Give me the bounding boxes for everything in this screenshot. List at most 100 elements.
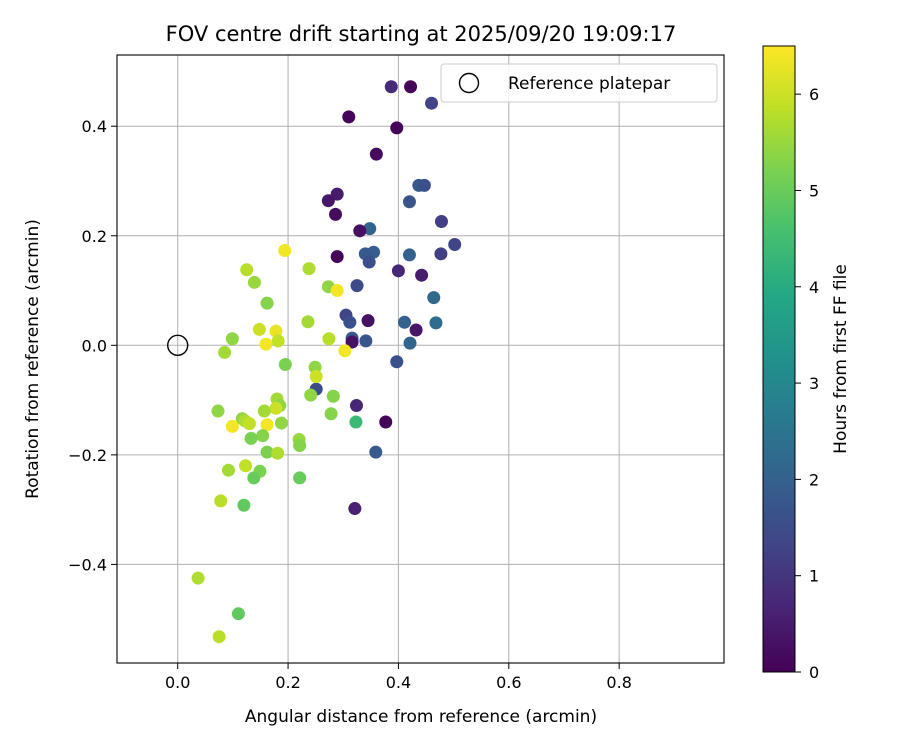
- colorbar-ticks: 0 1 2 3 4 5 6: [795, 85, 819, 682]
- scatter-point: [417, 178, 431, 192]
- colorbar-tick-label: 6: [809, 85, 819, 104]
- scatter-point: [403, 336, 417, 350]
- scatter-point: [379, 415, 393, 429]
- scatter-point: [293, 471, 307, 485]
- scatter-point: [330, 284, 344, 298]
- scatter-point: [338, 344, 352, 358]
- scatter-point: [322, 332, 336, 346]
- y-tick-label: 0.2: [82, 227, 107, 246]
- scatter-point: [321, 194, 335, 208]
- scatter-point: [427, 291, 441, 305]
- scatter-point: [342, 110, 356, 124]
- scatter-point: [256, 429, 270, 443]
- scatter-point: [448, 238, 462, 252]
- scatter-point: [415, 268, 429, 282]
- scatter-point: [353, 224, 367, 238]
- scatter-point: [402, 195, 416, 209]
- x-axis-label: Angular distance from reference (arcmin): [245, 707, 597, 727]
- scatter-point: [260, 445, 274, 459]
- scatter-point: [343, 315, 357, 329]
- scatter-point: [390, 355, 404, 369]
- scatter-point: [259, 337, 273, 351]
- scatter-point: [409, 323, 423, 337]
- scatter-point: [349, 415, 363, 429]
- scatter-point: [271, 334, 285, 348]
- scatter-points: [191, 80, 462, 644]
- scatter-point: [218, 345, 232, 359]
- scatter-point: [345, 335, 359, 349]
- colorbar-tick-label: 4: [809, 278, 819, 297]
- colorbar-tick-label: 5: [809, 181, 819, 200]
- scatter-point: [293, 439, 307, 453]
- scatter-point: [260, 296, 274, 310]
- scatter-point: [302, 262, 316, 276]
- reference-point: [166, 334, 189, 357]
- scatter-point: [301, 315, 315, 329]
- scatter-point: [225, 419, 239, 433]
- scatter-point: [391, 264, 405, 278]
- scatter-point: [252, 322, 266, 336]
- y-tick-label: −0.4: [68, 555, 107, 574]
- scatter-point: [237, 498, 251, 512]
- y-axis-label: Rotation from reference (arcmin): [23, 219, 43, 499]
- scatter-point: [326, 389, 340, 403]
- colorbar-tick-label: 2: [809, 470, 819, 489]
- plot-frame: [116, 54, 725, 664]
- scatter-point: [221, 463, 235, 477]
- scatter-point: [384, 80, 398, 94]
- y-axis-ticks: −0.4 −0.2 0.0 0.2 0.4: [68, 117, 117, 574]
- y-tick-label: 0.0: [82, 336, 107, 355]
- scatter-point: [350, 279, 364, 293]
- scatter-point: [271, 446, 285, 460]
- reference-platepar-marker: [166, 334, 189, 357]
- scatter-point: [239, 459, 253, 473]
- colorbar-gradient: [762, 45, 796, 673]
- scatter-point: [324, 407, 338, 421]
- scatter-point: [363, 222, 377, 236]
- scatter-point: [278, 244, 292, 258]
- scatter-point: [434, 247, 448, 261]
- y-tick-label: 0.4: [82, 117, 107, 136]
- legend-marker-open-circle: [458, 72, 480, 94]
- y-tick-label: −0.2: [68, 446, 107, 465]
- scatter-point: [211, 404, 225, 418]
- x-tick-label: 0.4: [386, 673, 411, 692]
- scatter-point: [242, 417, 256, 431]
- scatter-point: [369, 147, 383, 161]
- scatter-point: [278, 357, 292, 371]
- scatter-point: [231, 607, 245, 621]
- x-tick-label: 0.6: [496, 673, 521, 692]
- legend-entry-label: Reference platepar: [508, 74, 670, 94]
- scatter-point: [361, 314, 375, 328]
- x-tick-label: 0.2: [275, 673, 300, 692]
- scatter-point: [269, 324, 283, 338]
- scatter-point: [247, 275, 261, 289]
- colorbar-label: Hours from first FF file: [831, 264, 851, 454]
- scatter-point: [329, 207, 343, 221]
- scatter-point: [225, 332, 239, 346]
- colorbar-tick-label: 0: [809, 663, 819, 682]
- scatter-point: [309, 370, 323, 384]
- scatter-point: [349, 399, 363, 413]
- colorbar-tick-label: 3: [809, 374, 819, 393]
- colorbar: 0 1 2 3 4 5 6 Hours from first FF file: [762, 45, 851, 682]
- scatter-point: [397, 315, 411, 329]
- scatter-point: [260, 418, 274, 432]
- scatter-point: [257, 404, 271, 418]
- scatter-point: [369, 445, 383, 459]
- x-tick-label: 0.0: [165, 673, 190, 692]
- scatter-point: [244, 431, 258, 445]
- scatter-point: [274, 416, 288, 430]
- x-tick-label: 0.8: [606, 673, 631, 692]
- scatter-point: [330, 250, 344, 264]
- scatter-point: [404, 80, 418, 94]
- scatter-point: [359, 334, 373, 348]
- scatter-point: [402, 248, 416, 262]
- scatter-point: [269, 401, 283, 415]
- scatter-point: [348, 502, 362, 516]
- chart-title: FOV centre drift starting at 2025/09/20 …: [166, 22, 677, 46]
- colorbar-tick-label: 1: [809, 567, 819, 586]
- scatter-point: [434, 215, 448, 229]
